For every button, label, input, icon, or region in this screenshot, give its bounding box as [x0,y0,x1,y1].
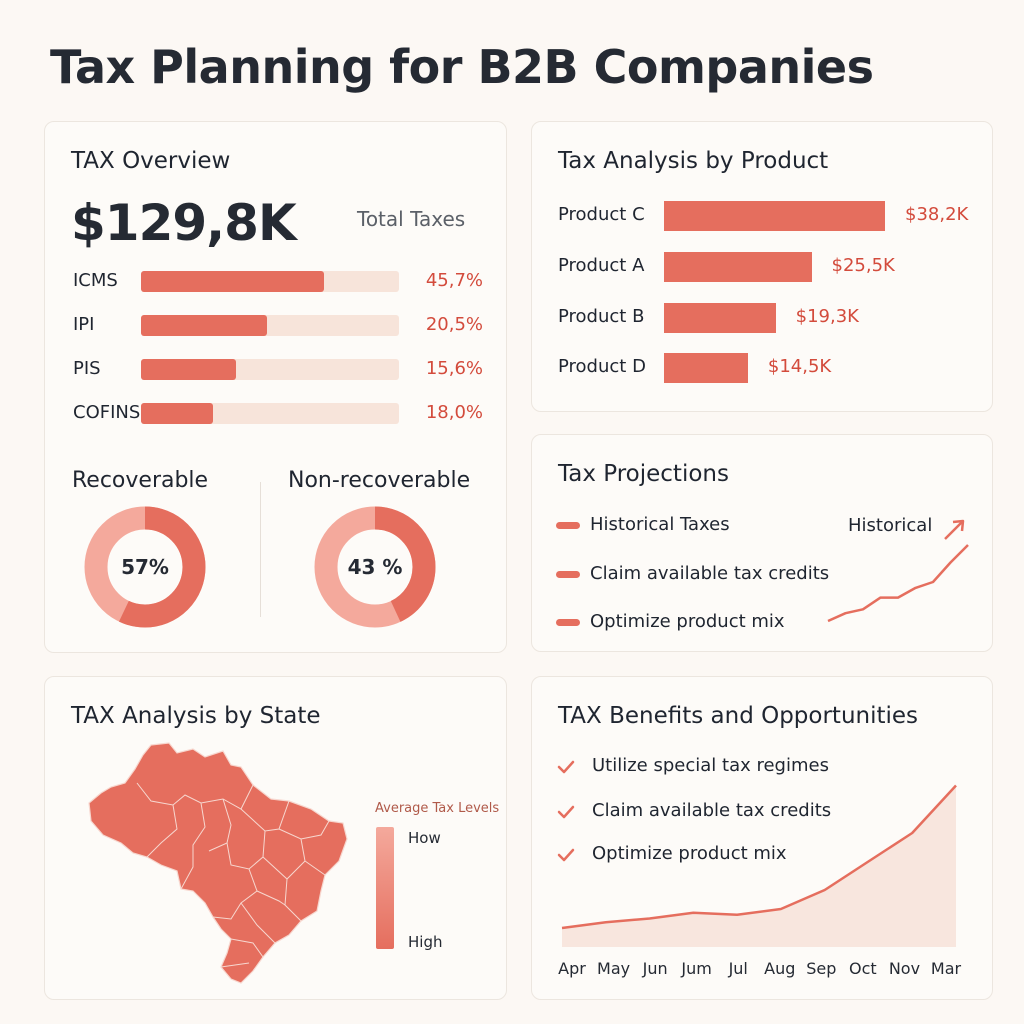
legend-low-label: How [408,829,441,847]
product-name: Product C [558,204,645,225]
x-axis-label: Jul [728,959,748,978]
tax-bar-fill [141,271,325,292]
page-title: Tax Planning for B2B Companies [50,40,874,94]
brazil-map [88,742,348,984]
product-row: Product C $38,2K [558,201,978,231]
product-value: $19,3K [795,306,859,327]
tax-row-cofins: COFINS 18,0% [73,402,483,426]
legend-label: Optimize product mix [590,611,785,632]
legend-label: Historical Taxes [590,514,730,535]
product-row: Product A $25,5K [558,252,978,282]
product-name: Product A [558,255,645,276]
benefits-area-chart [561,784,957,947]
product-name: Product B [558,306,645,327]
product-bar [664,201,885,231]
tax-bar-track [141,403,399,424]
historical-label: Historical [848,515,933,536]
tax-row-icms: ICMS 45,7% [73,270,483,294]
product-value: $25,5K [831,255,895,276]
product-value: $14,5K [767,356,832,377]
benefit-label: Optimize product mix [592,843,787,864]
legend-dash [556,522,580,529]
tax-percent: 45,7% [425,270,483,291]
x-axis-label: Apr [558,959,586,978]
tax-row-ipi: IPI 20,5% [73,314,483,338]
recoverable-donut: 57% [83,505,207,629]
non-recoverable-percent: 43 % [347,555,403,579]
check-icon [557,848,575,862]
check-icon [557,805,575,819]
projections-title: Tax Projections [558,461,729,487]
legend-label: Claim available tax credits [590,563,830,584]
product-value: $38,2K [905,204,969,225]
x-axis-label: Jun [642,959,668,978]
legend-dash [556,571,580,578]
tax-name: ICMS [73,270,118,291]
state-analysis-card: TAX Analysis by State Average Tax Levels… [44,676,507,1000]
tax-name: IPI [73,314,95,335]
x-axis-label: Mar [930,959,962,978]
legend-gradient [376,827,394,949]
tax-percent: 18,0% [425,402,483,423]
product-bar [664,252,812,282]
tax-bar-track [141,315,399,336]
x-axis-label: Jum [681,959,712,978]
x-axis-label: Nov [888,959,921,978]
product-row: Product B $19,3K [558,303,978,333]
legend-high-label: High [408,933,443,951]
product-name: Product D [558,356,646,377]
state-borders [136,782,330,968]
tax-bar-fill [141,359,237,380]
x-axis-label: May [597,959,631,978]
product-row: Product D $14,5K [558,353,978,383]
tax-bar-track [141,359,399,380]
x-axis-label: Oct [849,959,877,978]
check-icon [557,760,575,774]
total-taxes-value: $129,8K [71,194,297,252]
tax-percent: 20,5% [425,314,483,335]
x-axis-label: Sep [806,959,837,978]
legend-title: Average Tax Levels [375,801,500,816]
product-analysis-card: Tax Analysis by Product Product C $38,2K… [531,121,993,412]
recoverable-percent: 57% [121,555,169,579]
legend-dash [556,619,580,626]
state-title: TAX Analysis by State [71,703,321,729]
projection-chart [827,519,969,623]
divider [260,482,261,617]
brazil-country-shape [88,742,348,984]
tax-name: PIS [73,358,101,379]
projection-line [827,544,969,623]
tax-bar-track [141,271,399,292]
tax-percent: 15,6% [425,358,483,379]
tax-row-pis: PIS 15,6% [73,358,483,382]
tax-name: COFINS [73,402,141,423]
benefit-label: Claim available tax credits [592,800,832,821]
x-axis-label: Aug [764,959,796,978]
non-recoverable-title: Non-recoverable [288,468,471,493]
donut-segment [84,506,206,628]
product-title: Tax Analysis by Product [558,148,829,174]
recoverable-title: Recoverable [72,468,209,493]
tax-bar-fill [141,403,214,424]
donut-segment [314,506,436,628]
benefits-card: TAX Benefits and Opportunities Utilize s… [531,676,993,1000]
non-recoverable-donut: 43 % [313,505,437,629]
tax-bar-fill [141,315,268,336]
area-fill [562,785,956,947]
area-line [561,784,957,930]
trend-arrow-icon [944,519,965,540]
product-bar [664,353,748,383]
product-bar [664,303,776,333]
benefits-title: TAX Benefits and Opportunities [558,703,919,729]
benefit-label: Utilize special tax regimes [592,755,829,776]
overview-title: TAX Overview [71,148,231,174]
total-taxes-label: Total Taxes [357,207,466,231]
tax-projections-card: Tax Projections Historical Taxes Claim a… [531,434,993,652]
tax-overview-card: TAX Overview $129,8K Total Taxes ICMS 45… [44,121,507,653]
